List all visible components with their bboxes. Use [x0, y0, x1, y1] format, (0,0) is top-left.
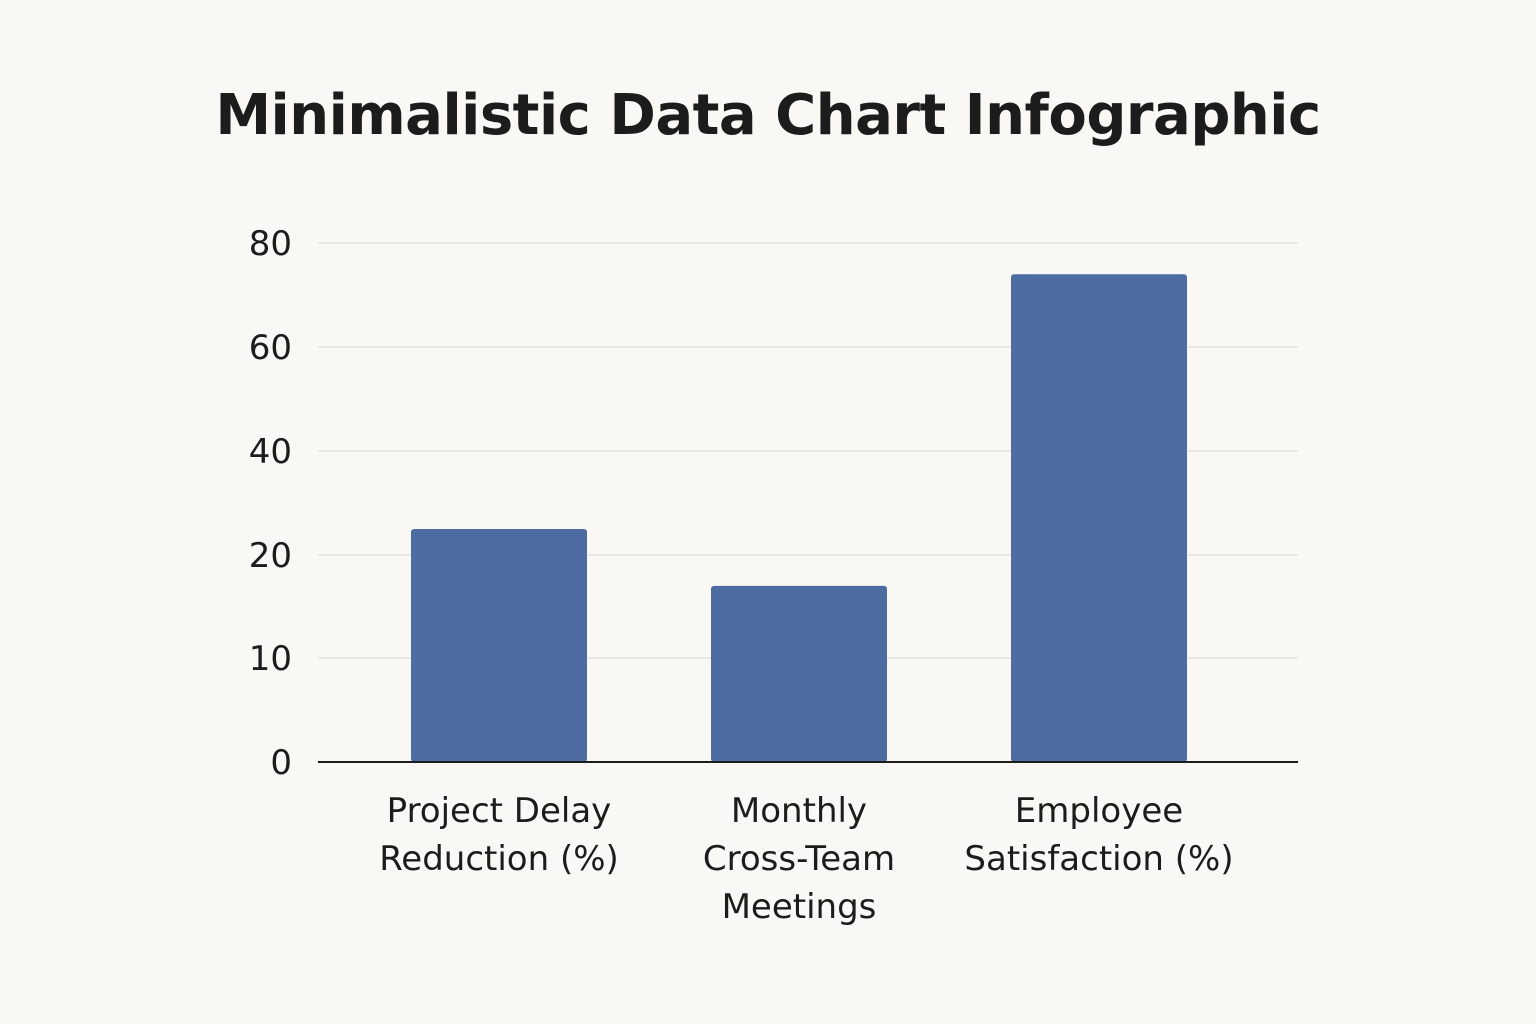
y-tick-label: 20 — [249, 536, 292, 576]
chart-title: Minimalistic Data Chart Infographic — [215, 83, 1321, 148]
x-axis-labels: Project Delay Reduction (%) Monthly Cross-T… — [379, 791, 1233, 927]
y-axis-ticks: 0 10 20 40 60 80 — [249, 224, 292, 783]
x-category-label: Project Delay Reduction (%) — [379, 791, 619, 879]
y-tick-label: 0 — [270, 743, 292, 783]
y-tick-label: 80 — [249, 224, 292, 264]
y-tick-label: 10 — [249, 639, 292, 679]
bars — [411, 274, 1187, 762]
bar — [411, 529, 587, 762]
x-category-label: Monthly Cross-Team Meetings — [703, 791, 895, 927]
bar — [711, 585, 887, 762]
y-tick-label: 60 — [249, 328, 292, 368]
y-tick-label: 40 — [249, 432, 292, 472]
x-category-label: Employee Satisfaction (%) — [964, 791, 1233, 879]
bar — [1011, 274, 1187, 762]
